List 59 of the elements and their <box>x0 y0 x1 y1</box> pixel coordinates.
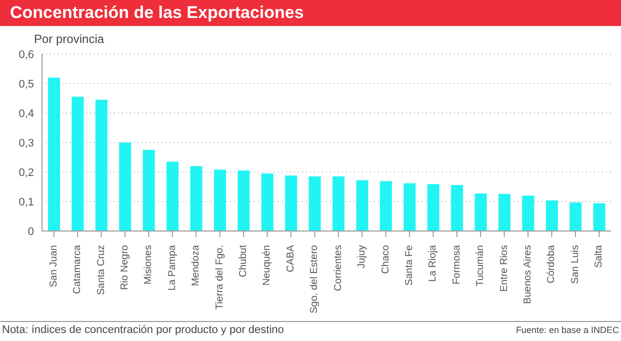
bar <box>285 176 298 231</box>
bar <box>332 176 344 231</box>
bar <box>593 203 606 231</box>
bar <box>214 170 226 231</box>
bar <box>522 196 534 231</box>
bar <box>404 183 416 231</box>
x-tick-label: Buenos Aires <box>522 245 534 304</box>
source-note: Fuente: en base a INDEC <box>516 325 619 335</box>
y-tick-label: 0,2 <box>18 166 34 179</box>
text: Nota: índices de concentración por producto y por destino <box>2 324 284 336</box>
y-tick-label: 0,5 <box>18 78 34 90</box>
x-tick-label: Jujuy <box>356 245 368 268</box>
bar <box>190 166 202 231</box>
x-tick-label: Corrientes <box>332 245 344 292</box>
x-tick-label: Catamarca <box>72 244 84 294</box>
bar <box>570 202 582 231</box>
bar <box>474 194 487 231</box>
y-tick-label: 0,1 <box>18 196 34 208</box>
x-tick-label: La Rioja <box>428 244 439 282</box>
x-tick-label: Chubut <box>238 244 250 278</box>
x-tick-label: Formosa <box>451 244 462 284</box>
chart-title: Concentración de las Exportaciones <box>0 0 621 26</box>
bar <box>142 150 155 231</box>
x-tick-label: Neuquén <box>262 245 273 286</box>
x-tick-label: San Luis <box>570 245 581 284</box>
bar <box>72 96 84 231</box>
x-tick-label: Misiones <box>143 245 154 284</box>
bar <box>498 194 510 231</box>
x-tick-label: Tierra del Fgo. <box>214 245 226 310</box>
bar <box>451 184 464 231</box>
x-tick-label: Chaco <box>380 244 392 274</box>
y-tick-label: 0,3 <box>18 137 34 150</box>
bar <box>48 78 60 231</box>
x-tick-label: Entre Rios <box>498 245 510 292</box>
x-tick-label: La Pampa <box>166 244 178 291</box>
bar <box>356 180 368 231</box>
bar <box>238 170 250 231</box>
y-tick-label: 0,4 <box>18 108 34 120</box>
x-tick-label: Sgo. del Estero <box>309 244 320 314</box>
chart-subtitle: Por provincia <box>34 32 106 46</box>
x-tick-label: Santa Fe <box>404 244 415 286</box>
y-tick-label: 0,6 <box>18 48 34 61</box>
x-tick-label: Tucumán <box>475 245 486 286</box>
bar <box>95 100 108 231</box>
bar <box>427 184 440 231</box>
x-tick-label: San Juan <box>48 245 60 288</box>
bar <box>546 200 558 231</box>
bar <box>166 162 179 231</box>
x-tick-label: Mendoza <box>190 244 202 286</box>
bar <box>308 176 321 231</box>
bar <box>380 181 392 231</box>
bar <box>119 142 132 231</box>
x-tick-label: Salta <box>594 244 605 268</box>
bar <box>261 173 274 231</box>
x-tick-label: Córdoba <box>546 244 558 284</box>
y-tick-label: 0 <box>28 226 34 238</box>
x-tick-label: Santa Cruz <box>96 245 107 296</box>
x-tick-label: CABA <box>285 244 296 272</box>
x-tick-label: Rio Negro <box>119 244 130 290</box>
